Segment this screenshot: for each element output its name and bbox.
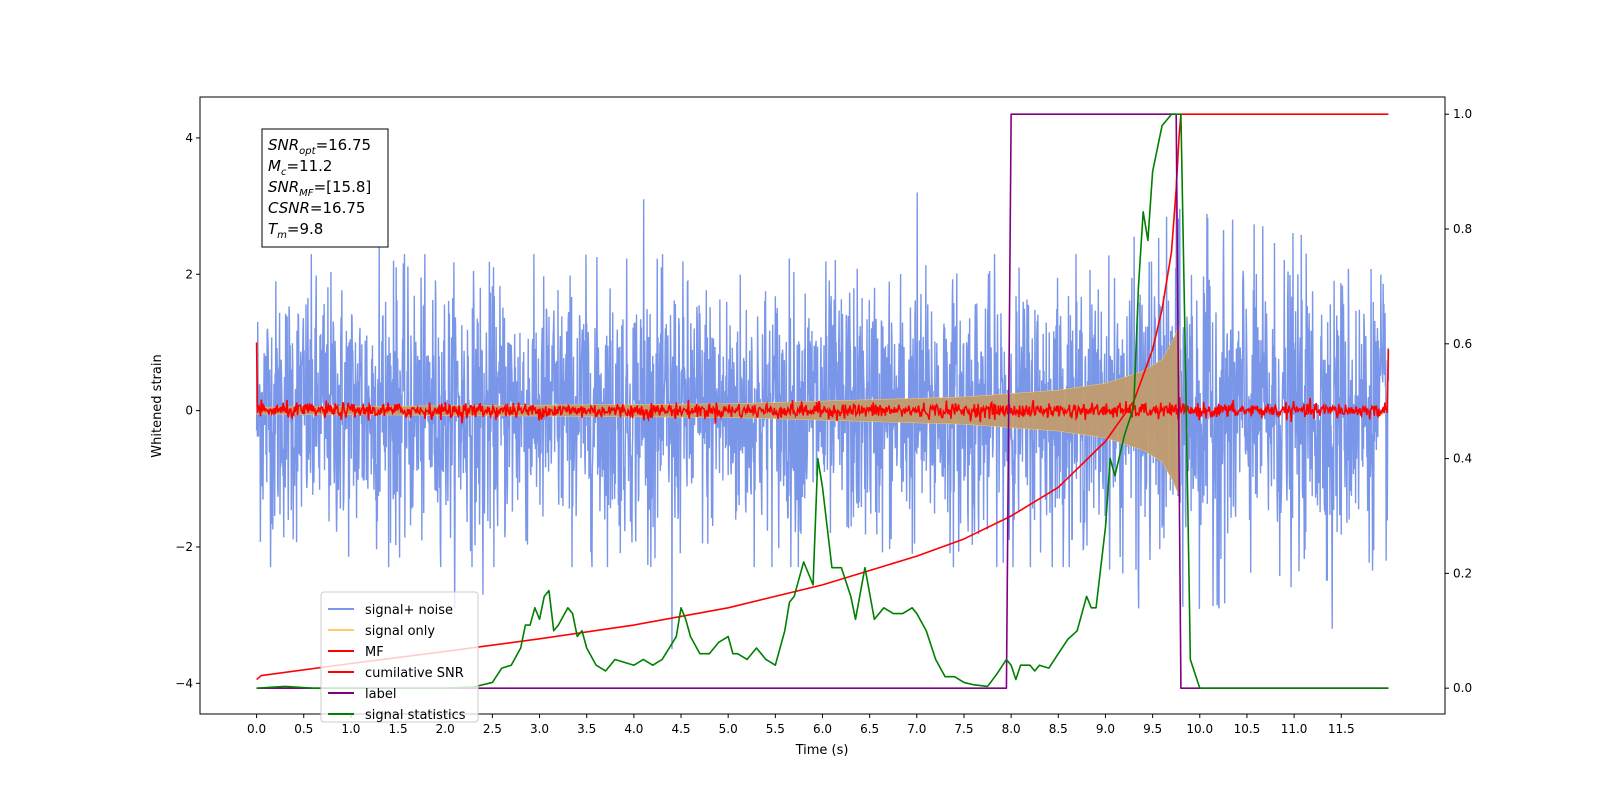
x-tick-label: 0.5 bbox=[294, 722, 313, 736]
series-mf-line bbox=[255, 342, 1390, 424]
annotation-line: Tm=9.8 bbox=[268, 220, 323, 241]
legend-label-cumilative-snr: cumilative SNR bbox=[365, 666, 464, 681]
x-tick-label: 9.5 bbox=[1143, 722, 1162, 736]
y-tick-label: −4 bbox=[175, 676, 193, 690]
legend-label-signal-statistics: signal statistics bbox=[365, 708, 466, 723]
x-tick-label: 3.0 bbox=[530, 722, 549, 736]
y2-tick-label: 0.6 bbox=[1453, 337, 1472, 351]
x-tick-label: 5.0 bbox=[719, 722, 738, 736]
x-axis-label: Time (s) bbox=[795, 743, 849, 758]
y-tick-label: 4 bbox=[185, 131, 193, 145]
legend-label-signal-only: signal only bbox=[365, 624, 435, 639]
x-tick-label: 4.5 bbox=[671, 722, 690, 736]
annotation-line: CSNR=16.75 bbox=[268, 199, 365, 217]
legend-label-mf: MF bbox=[365, 645, 384, 660]
x-tick-label: 7.5 bbox=[954, 722, 973, 736]
x-tick-label: 3.5 bbox=[577, 722, 596, 736]
x-tick-label: 1.5 bbox=[389, 722, 408, 736]
legend: signal+ noise signal only MF cumilative SNR… bbox=[320, 591, 479, 723]
x-tick-label: 0.0 bbox=[247, 722, 266, 736]
y2-axis-ticks: 0.0 0.2 0.4 0.6 0.8 1.0 bbox=[1445, 107, 1472, 695]
y2-tick-label: 0.8 bbox=[1453, 222, 1472, 236]
x-tick-label: 2.0 bbox=[436, 722, 455, 736]
y-axis-label: Whitened strain bbox=[150, 354, 165, 457]
x-tick-label: 7.0 bbox=[907, 722, 926, 736]
legend-frame bbox=[320, 591, 479, 723]
y-tick-label: −2 bbox=[175, 540, 193, 554]
x-tick-label: 8.0 bbox=[1002, 722, 1021, 736]
x-tick-label: 10.5 bbox=[1234, 722, 1261, 736]
series-signal-statistics-line bbox=[256, 113, 1389, 689]
x-tick-label: 5.5 bbox=[766, 722, 785, 736]
x-tick-label: 2.5 bbox=[483, 722, 502, 736]
legend-label-signal-noise: signal+ noise bbox=[365, 603, 453, 618]
x-tick-label: 6.5 bbox=[860, 722, 879, 736]
annotation-line: Mc=11.2 bbox=[268, 157, 332, 178]
x-tick-label: 11.5 bbox=[1328, 722, 1355, 736]
x-tick-label: 9.0 bbox=[1096, 722, 1115, 736]
x-tick-label: 6.0 bbox=[813, 722, 832, 736]
legend-label-label: label bbox=[365, 687, 396, 702]
x-axis-ticks: 0.0 0.5 1.0 1.5 2.0 2.5 3.0 3.5 4.0 4.5 5.0 5.5 6.0 6… bbox=[247, 714, 1355, 736]
annotation-line: SNRopt=16.75 bbox=[268, 136, 371, 157]
annotation-line: SNRMF=[15.8] bbox=[268, 178, 371, 199]
y-axis-ticks: −4 −2 0 2 4 bbox=[175, 131, 200, 690]
y-tick-label: 2 bbox=[185, 267, 193, 281]
y2-tick-label: 0.4 bbox=[1453, 452, 1472, 466]
y-tick-label: 0 bbox=[185, 404, 193, 418]
x-tick-label: 4.0 bbox=[624, 722, 643, 736]
x-tick-label: 8.5 bbox=[1049, 722, 1068, 736]
y2-tick-label: 1.0 bbox=[1453, 107, 1472, 121]
y2-tick-label: 0.0 bbox=[1453, 681, 1472, 695]
x-tick-label: 10.0 bbox=[1186, 722, 1213, 736]
annotation-box: SNRopt=16.75Mc=11.2SNRMF=[15.8]CSNR=16.7… bbox=[261, 128, 389, 248]
y2-tick-label: 0.2 bbox=[1453, 566, 1472, 580]
x-tick-label: 1.0 bbox=[341, 722, 360, 736]
x-tick-label: 11.0 bbox=[1281, 722, 1308, 736]
